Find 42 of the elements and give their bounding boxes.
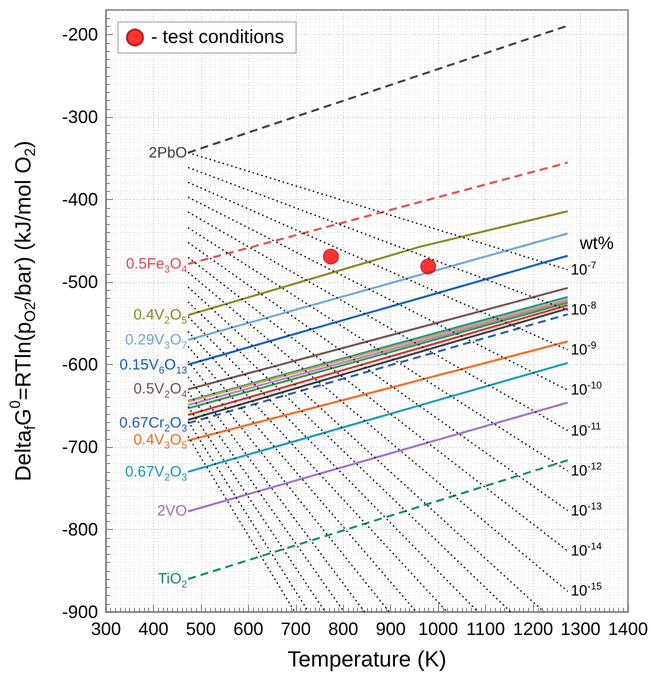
series-label: 0.15V$_{6}$O$_{13}$: [120, 356, 188, 376]
x-tick-label: 300: [90, 619, 122, 639]
series-label: 2PbO: [148, 144, 188, 162]
series-label: 0.67V$_{2}$O$_{3}$: [125, 463, 188, 484]
x-tick-label: 700: [280, 619, 311, 639]
x-tick-label: 800: [328, 619, 358, 639]
series-label: 10$^{-15}$: [570, 582, 602, 600]
series-label: 10$^{-8}$: [570, 300, 596, 319]
x-tick-label: 1200: [513, 619, 554, 639]
x-tick-label: 1100: [466, 619, 505, 639]
y-tick-label: -600: [62, 354, 98, 375]
series-label: 0.4V$_{2}$O$_{5}$: [133, 306, 188, 327]
series-label: 0.5V$_{2}$O$_{4}$: [133, 380, 188, 401]
series-label: 10$^{-14}$: [570, 541, 602, 560]
x-tick-label: 1000: [418, 619, 458, 639]
x-tick-label: 500: [186, 619, 216, 639]
x-tick-label: 1400: [608, 619, 648, 639]
y-tick-label: -700: [62, 437, 98, 458]
series-label: 0.5Fe$_{3}$O$_{4}$: [126, 255, 188, 276]
series-label: 10$^{-13}$: [570, 501, 602, 520]
x-tick-label: 900: [376, 619, 406, 639]
legend-label: - test conditions: [151, 27, 284, 48]
y-tick-label: -300: [62, 107, 98, 128]
series-label: 2VO: [157, 502, 188, 520]
series-label: 0.29V$_{3}$O$_{7}$: [125, 331, 188, 352]
y-tick-label: -900: [62, 602, 98, 622]
series-label: 10$^{-9}$: [570, 340, 596, 358]
series-label: TiO$_{2}$: [158, 570, 188, 590]
text: DeltafG0=RTln(pO2/bar) (kJ/mol O2): [7, 140, 39, 482]
annotation: wt%: [578, 232, 614, 253]
series-label: 10$^{-12}$: [570, 461, 602, 480]
x-axis-title: Temperature (K): [288, 646, 446, 672]
y-tick-label: -500: [62, 272, 98, 292]
series-label: 10$^{-11}$: [570, 421, 602, 440]
y-tick-label: -200: [62, 24, 98, 45]
x-tick-label: 600: [233, 619, 264, 639]
x-tick-label: 400: [138, 619, 168, 639]
x-tick-label: 1300: [560, 619, 601, 639]
series-label: 10$^{-7}$: [570, 260, 596, 278]
y-tick-label: -800: [62, 520, 98, 540]
y-tick-label: -400: [62, 190, 98, 210]
series-label: 10$^{-10}$: [570, 380, 602, 399]
